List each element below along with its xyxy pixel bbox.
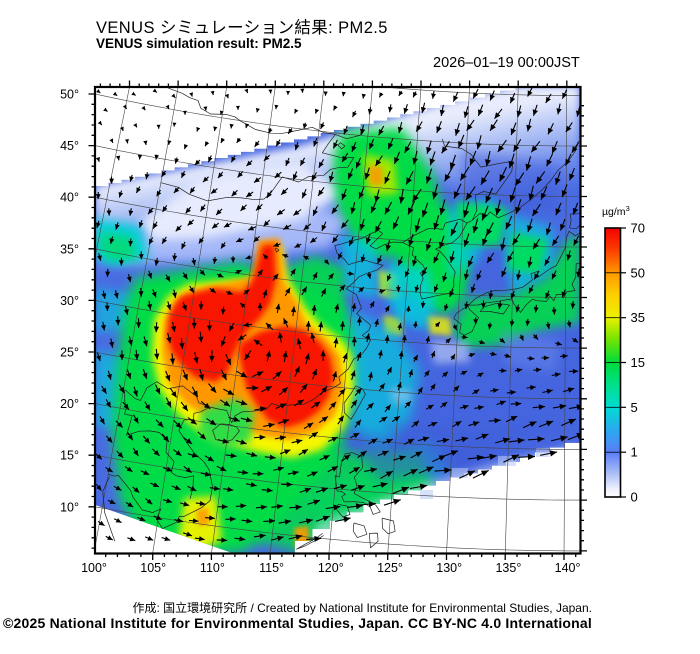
svg-text:125°: 125° <box>377 561 403 575</box>
svg-text:35°: 35° <box>60 242 79 256</box>
svg-text:35: 35 <box>631 310 645 325</box>
svg-text:130°: 130° <box>436 561 462 575</box>
svg-text:µg/m3: µg/m3 <box>602 204 630 218</box>
svg-text:25°: 25° <box>60 346 79 360</box>
svg-text:70: 70 <box>631 221 645 236</box>
svg-text:140°: 140° <box>555 561 581 575</box>
svg-text:0: 0 <box>631 490 638 505</box>
svg-text:15°: 15° <box>60 449 79 463</box>
svg-text:1: 1 <box>631 445 638 460</box>
svg-text:45°: 45° <box>60 139 79 153</box>
svg-text:115°: 115° <box>259 561 284 575</box>
svg-text:120°: 120° <box>318 561 344 575</box>
svg-text:50°: 50° <box>60 88 79 102</box>
svg-text:15: 15 <box>631 355 645 370</box>
svg-text:100°: 100° <box>81 561 107 575</box>
svg-text:20°: 20° <box>60 397 79 411</box>
svg-text:50: 50 <box>631 265 645 280</box>
svg-text:135°: 135° <box>495 561 521 575</box>
svg-text:40°: 40° <box>60 191 79 205</box>
svg-text:30°: 30° <box>60 294 79 308</box>
svg-text:10°: 10° <box>60 500 79 514</box>
svg-text:5: 5 <box>631 400 638 415</box>
svg-text:105°: 105° <box>140 561 166 575</box>
svg-text:110°: 110° <box>200 561 225 575</box>
